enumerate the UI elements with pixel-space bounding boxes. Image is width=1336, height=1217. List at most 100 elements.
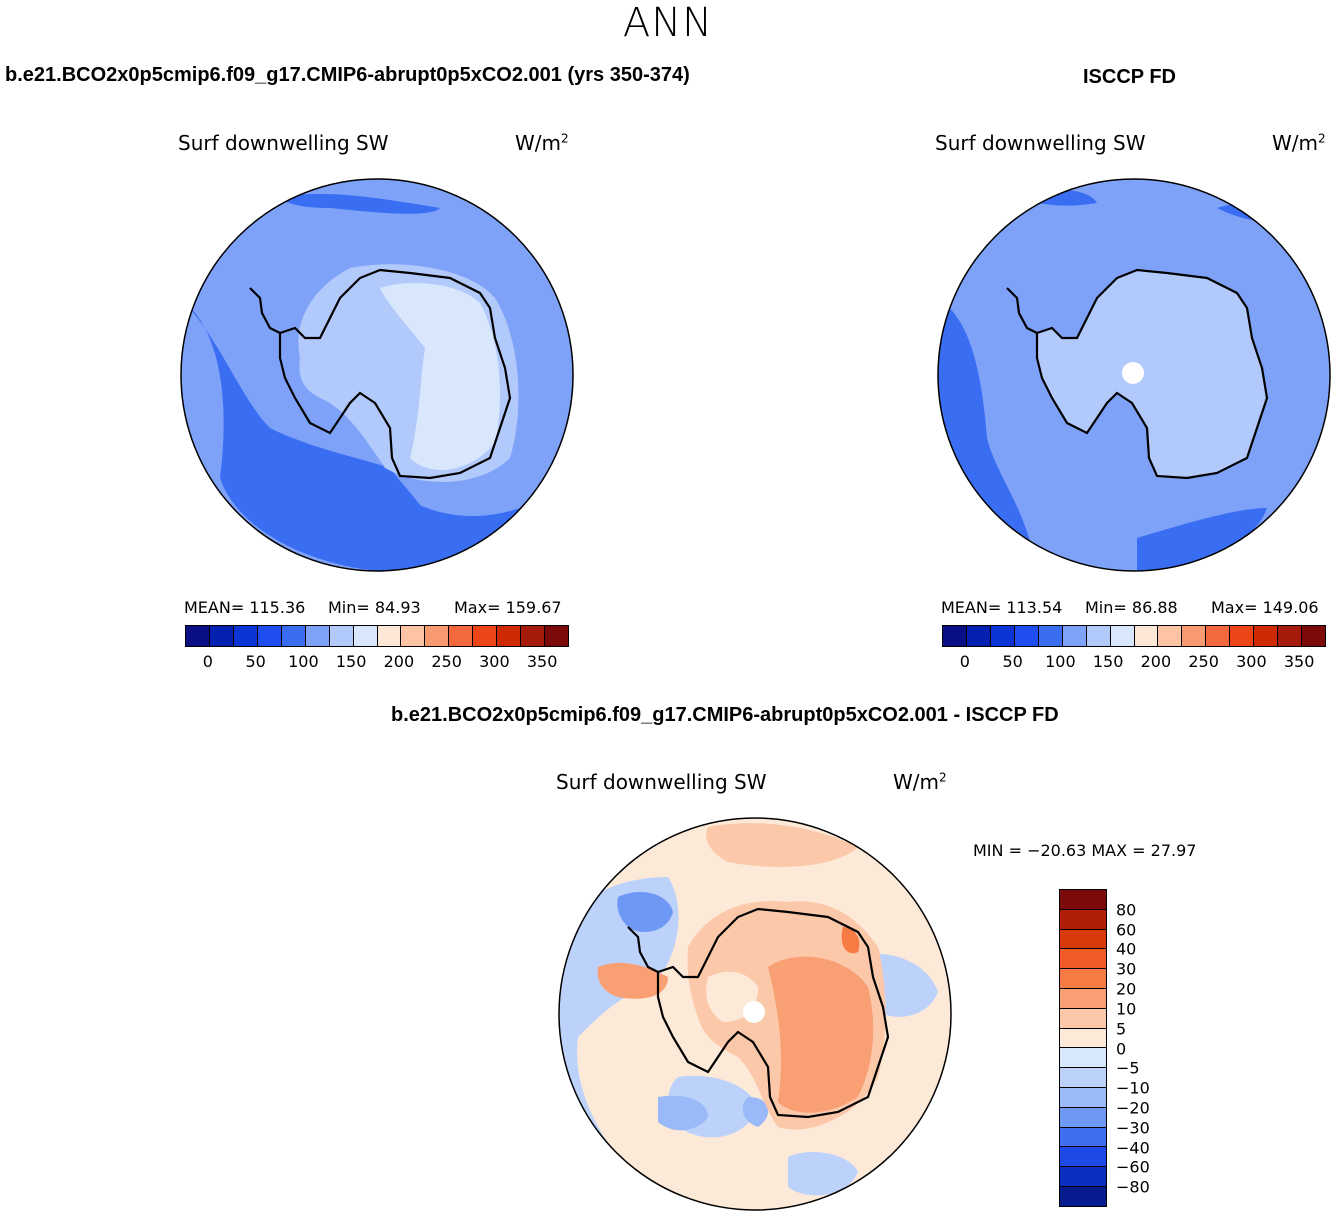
obs-mean-stat: MEAN= 113.54 xyxy=(941,598,1063,617)
diff-colorbar-tick-label: 80 xyxy=(1116,900,1137,920)
model-colorbar-swatch xyxy=(473,626,498,646)
model-colorbar-swatch xyxy=(257,626,282,646)
diff-colorbar-tick-label: −40 xyxy=(1116,1138,1150,1158)
diff-colorbar-tick-label: −60 xyxy=(1116,1157,1150,1177)
model-colorbar-swatch xyxy=(281,626,306,646)
obs-colorbar-tick-label: 100 xyxy=(1045,652,1076,671)
diff-minmax-stat: MIN = −20.63 MAX = 27.97 xyxy=(973,841,1197,860)
obs-colorbar-swatch xyxy=(1230,626,1255,646)
model-variable-label: Surf downwelling SW xyxy=(178,131,389,155)
obs-max-stat: Max= 149.06 xyxy=(1211,598,1319,617)
diff-colorbar-swatch xyxy=(1060,1068,1106,1088)
model-polar-map xyxy=(180,178,574,572)
model-colorbar-tick-label: 100 xyxy=(288,652,319,671)
obs-colorbar-swatch xyxy=(1206,626,1231,646)
diff-colorbar-swatch xyxy=(1060,1186,1106,1206)
obs-colorbar-swatch xyxy=(1110,626,1135,646)
obs-colorbar-swatch xyxy=(990,626,1015,646)
diff-colorbar-tick-label: −20 xyxy=(1116,1098,1150,1118)
model-colorbar-swatch xyxy=(521,626,546,646)
obs-polar-map xyxy=(937,178,1331,572)
obs-colorbar-tick-label: 50 xyxy=(1002,652,1023,671)
obs-min-stat: Min= 86.88 xyxy=(1085,598,1178,617)
diff-colorbar-swatch xyxy=(1060,1107,1106,1128)
model-max-stat: Max= 159.67 xyxy=(454,598,562,617)
diff-colorbar-swatch xyxy=(1060,929,1106,950)
obs-units-label: W/m2 xyxy=(1272,131,1326,155)
diff-colorbar-tick-label: 20 xyxy=(1116,979,1137,999)
obs-colorbar-tick-label: 350 xyxy=(1283,652,1315,671)
model-colorbar-swatch xyxy=(233,626,258,646)
diff-colorbar-swatch xyxy=(1060,1008,1106,1029)
model-colorbar-tick-label: 300 xyxy=(479,652,510,671)
model-colorbar-tick-label: 250 xyxy=(431,652,462,671)
model-colorbar-tick-label: 50 xyxy=(245,652,266,671)
obs-colorbar-tick-label: 300 xyxy=(1236,652,1267,671)
obs-colorbar-tick-label: 250 xyxy=(1188,652,1219,671)
diff-colorbar-tick-label: 40 xyxy=(1116,939,1137,959)
obs-panel-title: ISCCP FD xyxy=(1083,66,1176,88)
obs-colorbar xyxy=(942,625,1326,647)
model-colorbar-tick-label: 0 xyxy=(202,652,213,671)
obs-colorbar-swatch xyxy=(1062,626,1087,646)
obs-variable-label: Surf downwelling SW xyxy=(935,131,1146,155)
diff-colorbar-swatch xyxy=(1060,969,1106,989)
model-colorbar-swatch xyxy=(305,626,330,646)
obs-colorbar-swatch xyxy=(1278,626,1303,646)
obs-colorbar-swatch xyxy=(1158,626,1183,646)
diff-panel-title: b.e21.BCO2x0p5cmip6.f09_g17.CMIP6-abrupt… xyxy=(391,704,1059,726)
diff-colorbar-tick-label: 10 xyxy=(1116,999,1137,1019)
model-colorbar-swatch xyxy=(353,626,378,646)
model-colorbar-swatch xyxy=(377,626,402,646)
model-colorbar-tick-label: 200 xyxy=(383,652,415,671)
diff-colorbar-tick-label: 30 xyxy=(1116,959,1137,979)
model-colorbar-swatch xyxy=(449,626,474,646)
diff-colorbar-swatch xyxy=(1060,1147,1106,1168)
diff-polar-map xyxy=(558,817,952,1211)
diff-colorbar-tick-label: 0 xyxy=(1116,1039,1127,1058)
diff-variable-label: Surf downwelling SW xyxy=(556,770,767,794)
diff-colorbar-swatch xyxy=(1060,1028,1106,1049)
obs-colorbar-swatch xyxy=(1014,626,1039,646)
model-colorbar-tick-label: 150 xyxy=(335,652,367,671)
diff-colorbar-tick-label: −10 xyxy=(1116,1078,1150,1098)
model-colorbar xyxy=(185,625,569,647)
diff-colorbar-tick-label: −30 xyxy=(1116,1118,1150,1138)
diff-colorbar-tick-label: 5 xyxy=(1116,1019,1127,1039)
obs-colorbar-swatch xyxy=(966,626,991,646)
obs-colorbar-swatch xyxy=(1038,626,1063,646)
diff-colorbar-swatch xyxy=(1060,909,1106,930)
model-colorbar-swatch xyxy=(186,626,210,646)
obs-colorbar-swatch xyxy=(1302,626,1325,646)
model-mean-stat: MEAN= 115.36 xyxy=(184,598,306,617)
obs-colorbar-swatch xyxy=(1182,626,1207,646)
diff-units-label: W/m2 xyxy=(893,770,947,794)
model-colorbar-tick-label: 350 xyxy=(526,652,558,671)
obs-colorbar-tick-label: 200 xyxy=(1140,652,1172,671)
model-colorbar-swatch xyxy=(497,626,522,646)
obs-colorbar-tick-label: 0 xyxy=(959,652,970,671)
obs-colorbar-tick-label: 150 xyxy=(1092,652,1124,671)
diff-colorbar-swatch xyxy=(1060,988,1106,1009)
diff-colorbar-tick-label: 60 xyxy=(1116,920,1137,940)
diff-colorbar-swatch xyxy=(1060,1167,1106,1187)
model-colorbar-swatch xyxy=(209,626,234,646)
model-colorbar-swatch xyxy=(545,626,568,646)
model-units-label: W/m2 xyxy=(515,131,569,155)
model-min-stat: Min= 84.93 xyxy=(328,598,421,617)
diff-colorbar-tick-label: −5 xyxy=(1116,1058,1140,1078)
diff-colorbar xyxy=(1059,889,1107,1207)
diff-colorbar-tick-label: −80 xyxy=(1116,1177,1150,1197)
diff-colorbar-swatch xyxy=(1060,1127,1106,1148)
obs-colorbar-swatch xyxy=(943,626,967,646)
diff-colorbar-swatch xyxy=(1060,949,1106,970)
diff-colorbar-swatch xyxy=(1060,1048,1106,1069)
diff-colorbar-swatch xyxy=(1060,890,1106,910)
model-colorbar-swatch xyxy=(425,626,450,646)
model-colorbar-swatch xyxy=(401,626,426,646)
model-colorbar-swatch xyxy=(329,626,354,646)
diff-colorbar-swatch xyxy=(1060,1087,1106,1108)
obs-colorbar-swatch xyxy=(1134,626,1159,646)
season-title: ANN xyxy=(622,0,714,46)
obs-colorbar-swatch xyxy=(1086,626,1111,646)
